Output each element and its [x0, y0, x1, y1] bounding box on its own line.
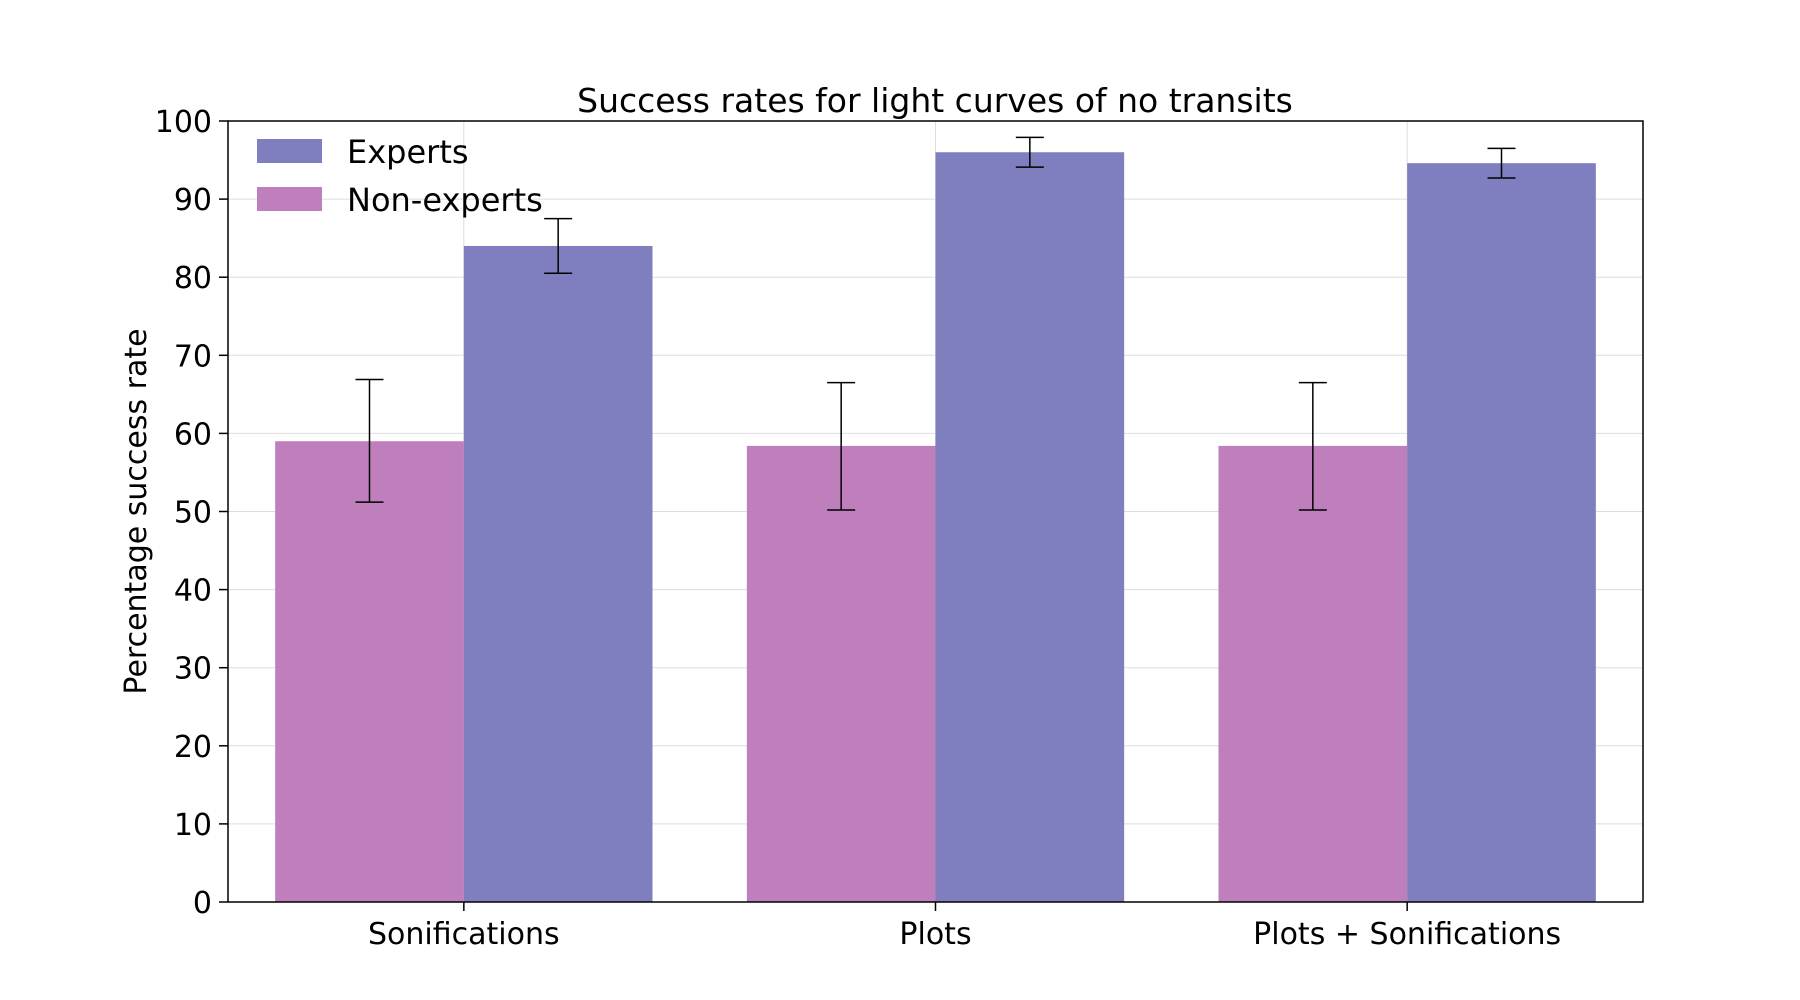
y-tick-label: 40 [174, 574, 212, 609]
legend-label-experts: Experts [347, 133, 469, 171]
y-axis-label: Percentage success rate [119, 328, 154, 694]
y-axis-ticks: 0 10 20 30 40 50 60 70 80 90 100 [155, 105, 228, 921]
y-tick-label: 100 [155, 105, 212, 140]
y-tick-label: 10 [174, 808, 212, 843]
error-bars [355, 136, 1516, 511]
x-tick-label: Plots [899, 917, 971, 952]
bar-non-experts [1218, 445, 1408, 902]
y-tick-label: 20 [174, 730, 212, 765]
bar-experts [1407, 163, 1596, 902]
legend-swatch-experts [257, 139, 322, 163]
legend-swatch-non-experts [257, 187, 322, 211]
y-tick-label: 80 [174, 261, 212, 296]
y-tick-label: 70 [174, 339, 212, 374]
bar-experts [935, 152, 1125, 903]
chart-title: Success rates for light curves of no tra… [577, 81, 1293, 120]
legend-label-non-experts: Non-experts [347, 181, 543, 219]
x-tick-label: Plots + Sonifications [1253, 917, 1561, 952]
bars [275, 152, 1596, 903]
bar-non-experts [275, 441, 464, 902]
y-tick-label: 0 [193, 886, 212, 921]
y-tick-label: 60 [174, 417, 212, 452]
bar-non-experts [746, 445, 936, 902]
y-tick-label: 90 [174, 183, 212, 218]
x-axis-ticks: Sonifications Plots Plots + Sonifications [368, 902, 1561, 952]
legend: Experts Non-experts [257, 133, 543, 219]
bar-experts [463, 245, 653, 902]
y-tick-label: 30 [174, 652, 212, 687]
y-tick-label: 50 [174, 496, 212, 531]
x-tick-label: Sonifications [368, 917, 560, 952]
